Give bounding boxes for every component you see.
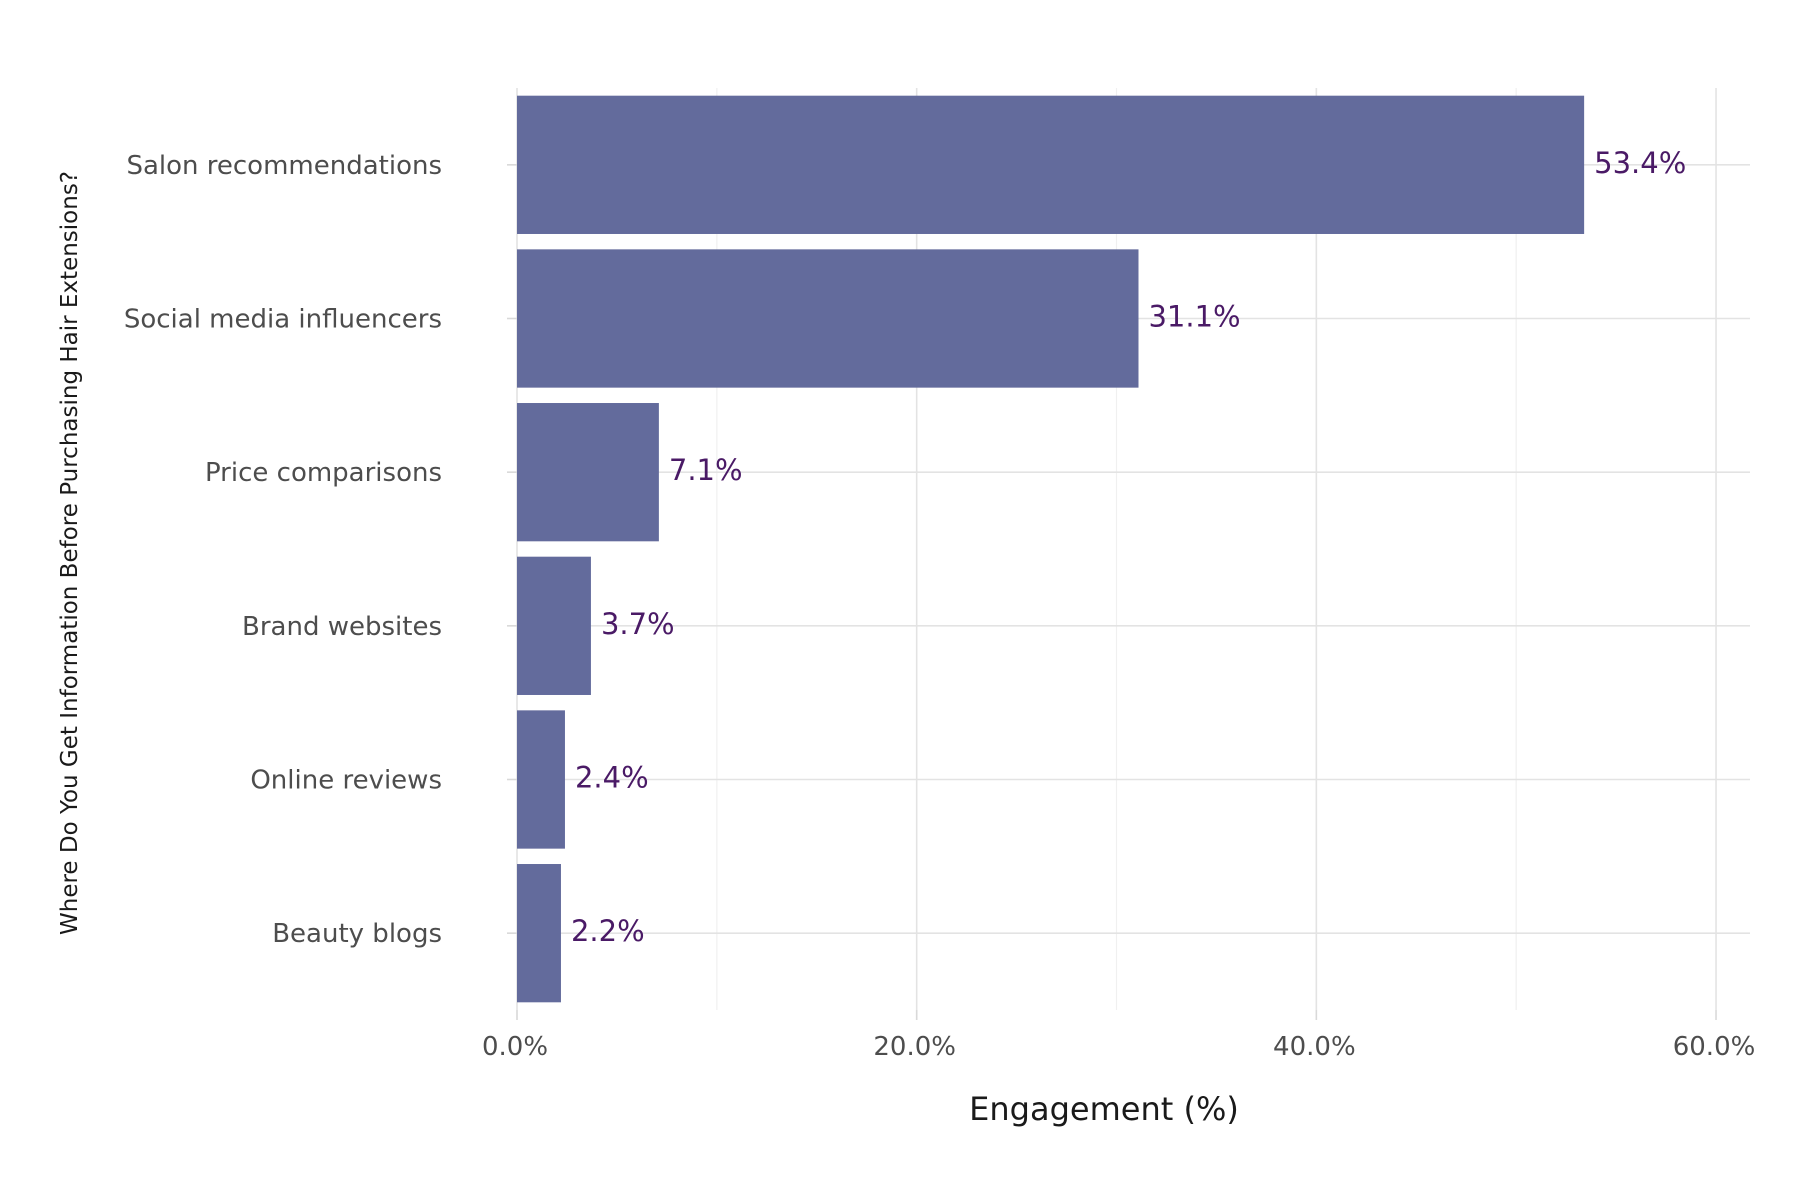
category-label: Brand websites xyxy=(242,612,442,642)
value-label: 53.4% xyxy=(1594,146,1686,180)
bar xyxy=(517,249,1139,388)
value-label: 3.7% xyxy=(601,607,675,641)
ticks-layer xyxy=(507,164,1717,1020)
category-label: Price comparisons xyxy=(205,458,442,488)
value-label: 2.4% xyxy=(575,761,649,795)
x-tick-label: 20.0% xyxy=(873,1032,956,1062)
value-label: 2.2% xyxy=(571,914,645,948)
x-axis-title: Engagement (%) xyxy=(969,1090,1239,1128)
x-tick-label: 60.0% xyxy=(1673,1032,1756,1062)
value-label: 7.1% xyxy=(669,453,743,487)
bar xyxy=(517,864,561,1003)
y-axis-title: Where Do You Get Information Before Purc… xyxy=(57,171,83,935)
bar xyxy=(517,403,659,542)
category-label: Salon recommendations xyxy=(126,151,442,181)
bar xyxy=(517,710,565,849)
bar xyxy=(517,95,1585,234)
bar xyxy=(517,556,591,695)
x-tick-label: 0.0% xyxy=(482,1032,548,1062)
bars-layer xyxy=(517,95,1585,1003)
category-label: Beauty blogs xyxy=(272,919,442,949)
category-label: Social media influencers xyxy=(124,305,442,335)
value-label: 31.1% xyxy=(1148,300,1240,334)
category-label: Online reviews xyxy=(250,766,442,796)
x-tick-label: 40.0% xyxy=(1273,1032,1356,1062)
labels-layer: 0.0% 20.0% 40.0% 60.0% Salon recommendations… xyxy=(124,146,1756,1062)
